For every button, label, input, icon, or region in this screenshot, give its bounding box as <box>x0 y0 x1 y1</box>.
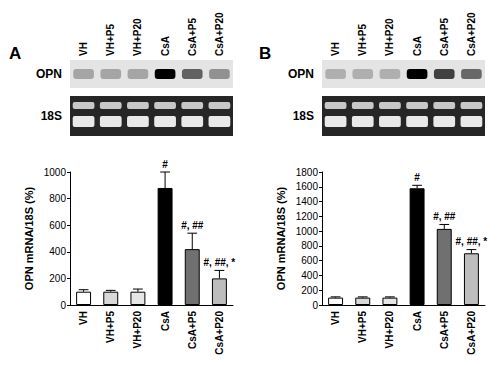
svg-text:800: 800 <box>49 193 66 204</box>
svg-text:CsA: CsA <box>160 311 171 331</box>
svg-text:VH+P20: VH+P20 <box>384 18 395 56</box>
svg-text:#, ##: #, ## <box>433 211 456 222</box>
svg-text:VH: VH <box>330 311 341 325</box>
svg-text:18S: 18S <box>41 109 62 123</box>
svg-text:OPN mRNA/18S (%): OPN mRNA/18S (%) <box>275 187 287 291</box>
svg-text:VH+P20: VH+P20 <box>132 18 143 56</box>
svg-text:CsA: CsA <box>412 36 423 56</box>
svg-text:B: B <box>259 44 271 63</box>
svg-text:CsA: CsA <box>160 36 171 56</box>
svg-text:1000: 1000 <box>296 226 319 237</box>
svg-text:VH+P20: VH+P20 <box>132 311 143 349</box>
svg-text:CsA+P20: CsA+P20 <box>466 12 477 56</box>
svg-text:CsA+P5: CsA+P5 <box>439 311 450 350</box>
svg-text:200: 200 <box>301 285 318 296</box>
svg-text:VH+P5: VH+P5 <box>105 24 116 56</box>
svg-text:1600: 1600 <box>296 181 319 192</box>
svg-text:600: 600 <box>301 255 318 266</box>
svg-text:CsA+P20: CsA+P20 <box>214 12 225 56</box>
svg-text:OPN: OPN <box>288 67 314 81</box>
svg-text:CsA+P5: CsA+P5 <box>187 17 198 56</box>
svg-text:VH+P5: VH+P5 <box>105 311 116 343</box>
svg-text:VH: VH <box>78 311 89 325</box>
svg-text:400: 400 <box>301 270 318 281</box>
svg-text:CsA: CsA <box>412 311 423 331</box>
svg-text:200: 200 <box>49 273 66 284</box>
svg-text:#: # <box>162 159 168 170</box>
svg-text:#: # <box>414 172 420 183</box>
svg-text:CsA+P20: CsA+P20 <box>214 311 225 355</box>
svg-text:A: A <box>9 44 21 63</box>
svg-text:18S: 18S <box>293 109 314 123</box>
svg-text:CsA+P20: CsA+P20 <box>466 311 477 355</box>
svg-text:CsA+P5: CsA+P5 <box>187 311 198 350</box>
svg-text:800: 800 <box>301 240 318 251</box>
svg-text:#, ##: #, ## <box>181 220 204 231</box>
svg-text:VH+P5: VH+P5 <box>357 311 368 343</box>
svg-text:600: 600 <box>49 220 66 231</box>
svg-text:400: 400 <box>49 246 66 257</box>
svg-text:VH: VH <box>330 42 341 56</box>
svg-text:0: 0 <box>60 300 66 311</box>
svg-text:VH+P20: VH+P20 <box>384 311 395 349</box>
svg-text:OPN: OPN <box>36 67 62 81</box>
svg-text:VH: VH <box>78 42 89 56</box>
svg-text:1000: 1000 <box>44 167 67 178</box>
svg-text:CsA+P5: CsA+P5 <box>439 17 450 56</box>
svg-text:1200: 1200 <box>296 211 319 222</box>
svg-text:VH+P5: VH+P5 <box>357 24 368 56</box>
svg-text:0: 0 <box>312 300 318 311</box>
svg-text:1800: 1800 <box>296 167 319 178</box>
svg-text:#, ##, *: #, ##, * <box>456 236 488 247</box>
svg-text:OPN mRNA/18S (%): OPN mRNA/18S (%) <box>23 187 35 291</box>
svg-text:1400: 1400 <box>296 196 319 207</box>
svg-text:#, ##, *: #, ##, * <box>204 257 236 268</box>
